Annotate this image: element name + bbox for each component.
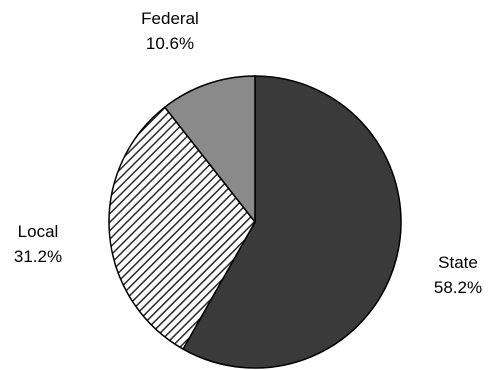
state-percent-label: 58.2% <box>434 278 482 297</box>
federal-percent-label: 10.6% <box>146 34 194 53</box>
local-percent-label: 31.2% <box>14 247 62 266</box>
pie-slice-local <box>108 106 256 351</box>
pie-slice-federal <box>163 75 256 225</box>
federal-name-label: Federal <box>141 9 199 28</box>
pie-slice-state <box>182 75 402 369</box>
state-name-label: State <box>438 253 478 272</box>
pie-slices <box>108 75 402 369</box>
local-name-label: Local <box>18 222 59 241</box>
